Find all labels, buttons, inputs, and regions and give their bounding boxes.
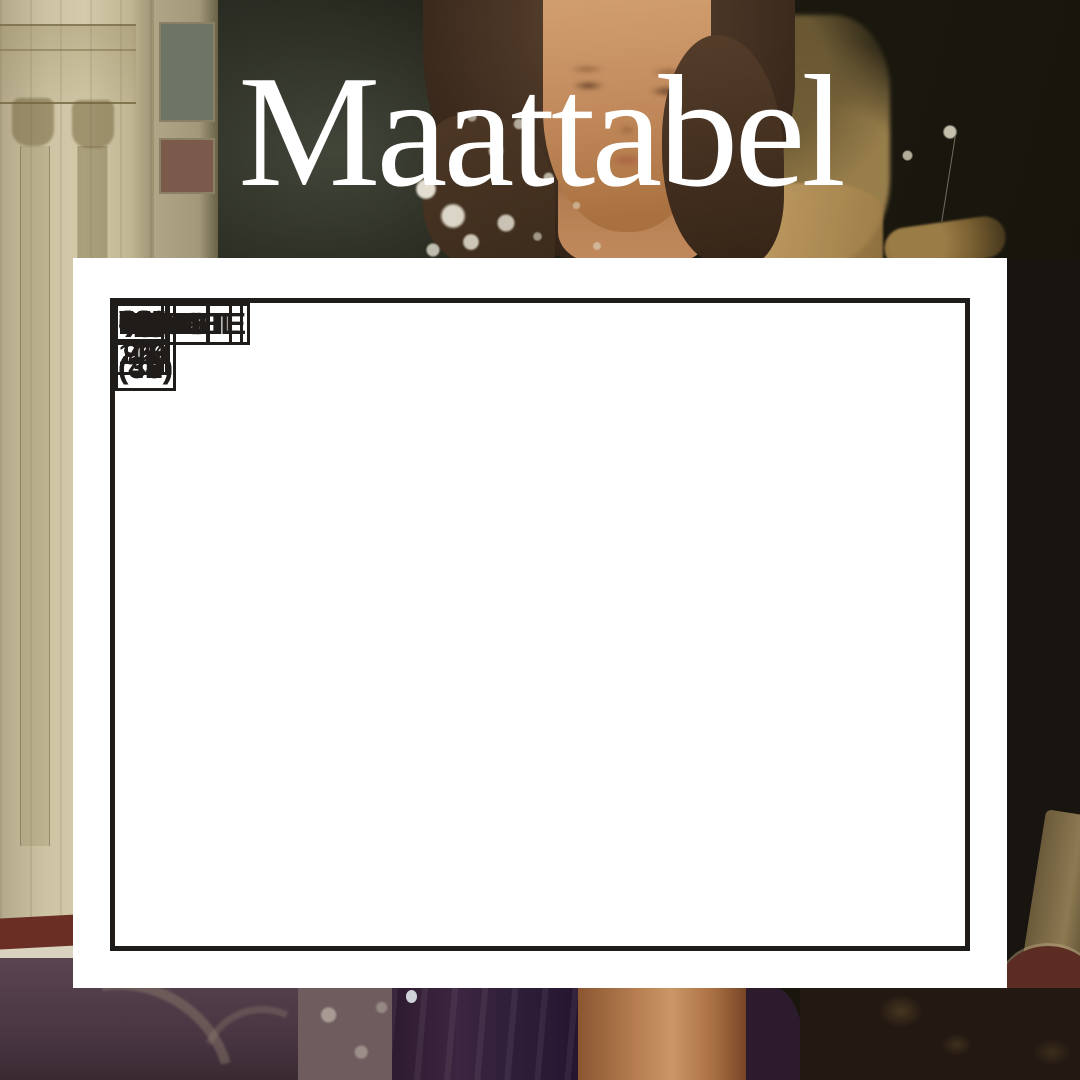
wall-flower-patch bbox=[298, 987, 400, 1080]
eu-size-label: (44) bbox=[118, 350, 174, 385]
eu-size-label: (36) bbox=[118, 350, 174, 385]
painted-white-flowers-right bbox=[878, 108, 1023, 266]
size-label: XS bbox=[124, 309, 167, 344]
cell-lengte-xl: 135 bbox=[115, 303, 171, 342]
page-title: Maattabel bbox=[238, 41, 846, 220]
model-dress bbox=[392, 987, 580, 1080]
model-hair-strand-right bbox=[662, 35, 784, 265]
size-label: S bbox=[135, 309, 156, 344]
painted-white-flowers-left bbox=[393, 82, 628, 267]
size-table: MAAT XS (36) S (38) M (40) L (42) bbox=[110, 298, 970, 951]
row-label-lengte: LENGTE bbox=[115, 303, 250, 345]
size-label: L bbox=[136, 309, 156, 344]
size-table-card: MAAT XS (36) S (38) M (40) L (42) bbox=[73, 258, 1007, 988]
column-capitals bbox=[12, 98, 54, 146]
size-label: XL bbox=[125, 309, 166, 344]
model-arm-skin bbox=[578, 987, 748, 1080]
size-label: M bbox=[132, 309, 159, 344]
fresco-right-edge bbox=[1007, 258, 1080, 988]
dark-drapery-bottom-right bbox=[800, 987, 1080, 1080]
eu-size-label: (40) bbox=[118, 350, 174, 385]
eu-size-label: (42) bbox=[118, 350, 174, 385]
eu-size-label: (38) bbox=[118, 350, 174, 385]
